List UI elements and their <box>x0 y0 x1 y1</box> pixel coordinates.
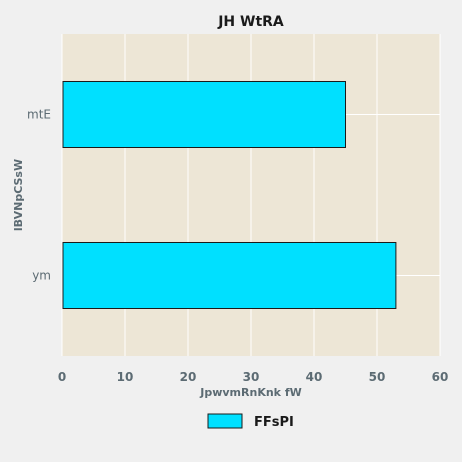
x-tick-labels: 0 10 20 30 40 50 60 <box>58 370 449 384</box>
legend: FFsPI <box>207 413 294 430</box>
legend-swatch <box>207 413 243 429</box>
chart-title: JH WtRA <box>217 14 284 30</box>
x-tick-label: 30 <box>243 370 260 384</box>
legend-label: FFsPI <box>254 415 294 430</box>
x-tick-label: 20 <box>180 370 197 384</box>
x-tick-label: 0 <box>58 370 66 384</box>
bar <box>62 241 397 310</box>
y-axis-label: lBVNpCSsW <box>12 159 25 231</box>
x-tick-label: 40 <box>306 370 323 384</box>
x-tick-label: 60 <box>432 370 449 384</box>
x-tick-label: 50 <box>369 370 386 384</box>
y-tick-label: ym <box>32 269 51 283</box>
y-tick-label: mtE <box>27 108 51 122</box>
y-tick-labels: ym mtE <box>27 108 51 283</box>
bar <box>62 80 346 149</box>
x-axis-label: JpwvmRnKnk fW <box>199 386 301 399</box>
bars <box>62 80 397 310</box>
x-tick-label: 10 <box>117 370 134 384</box>
